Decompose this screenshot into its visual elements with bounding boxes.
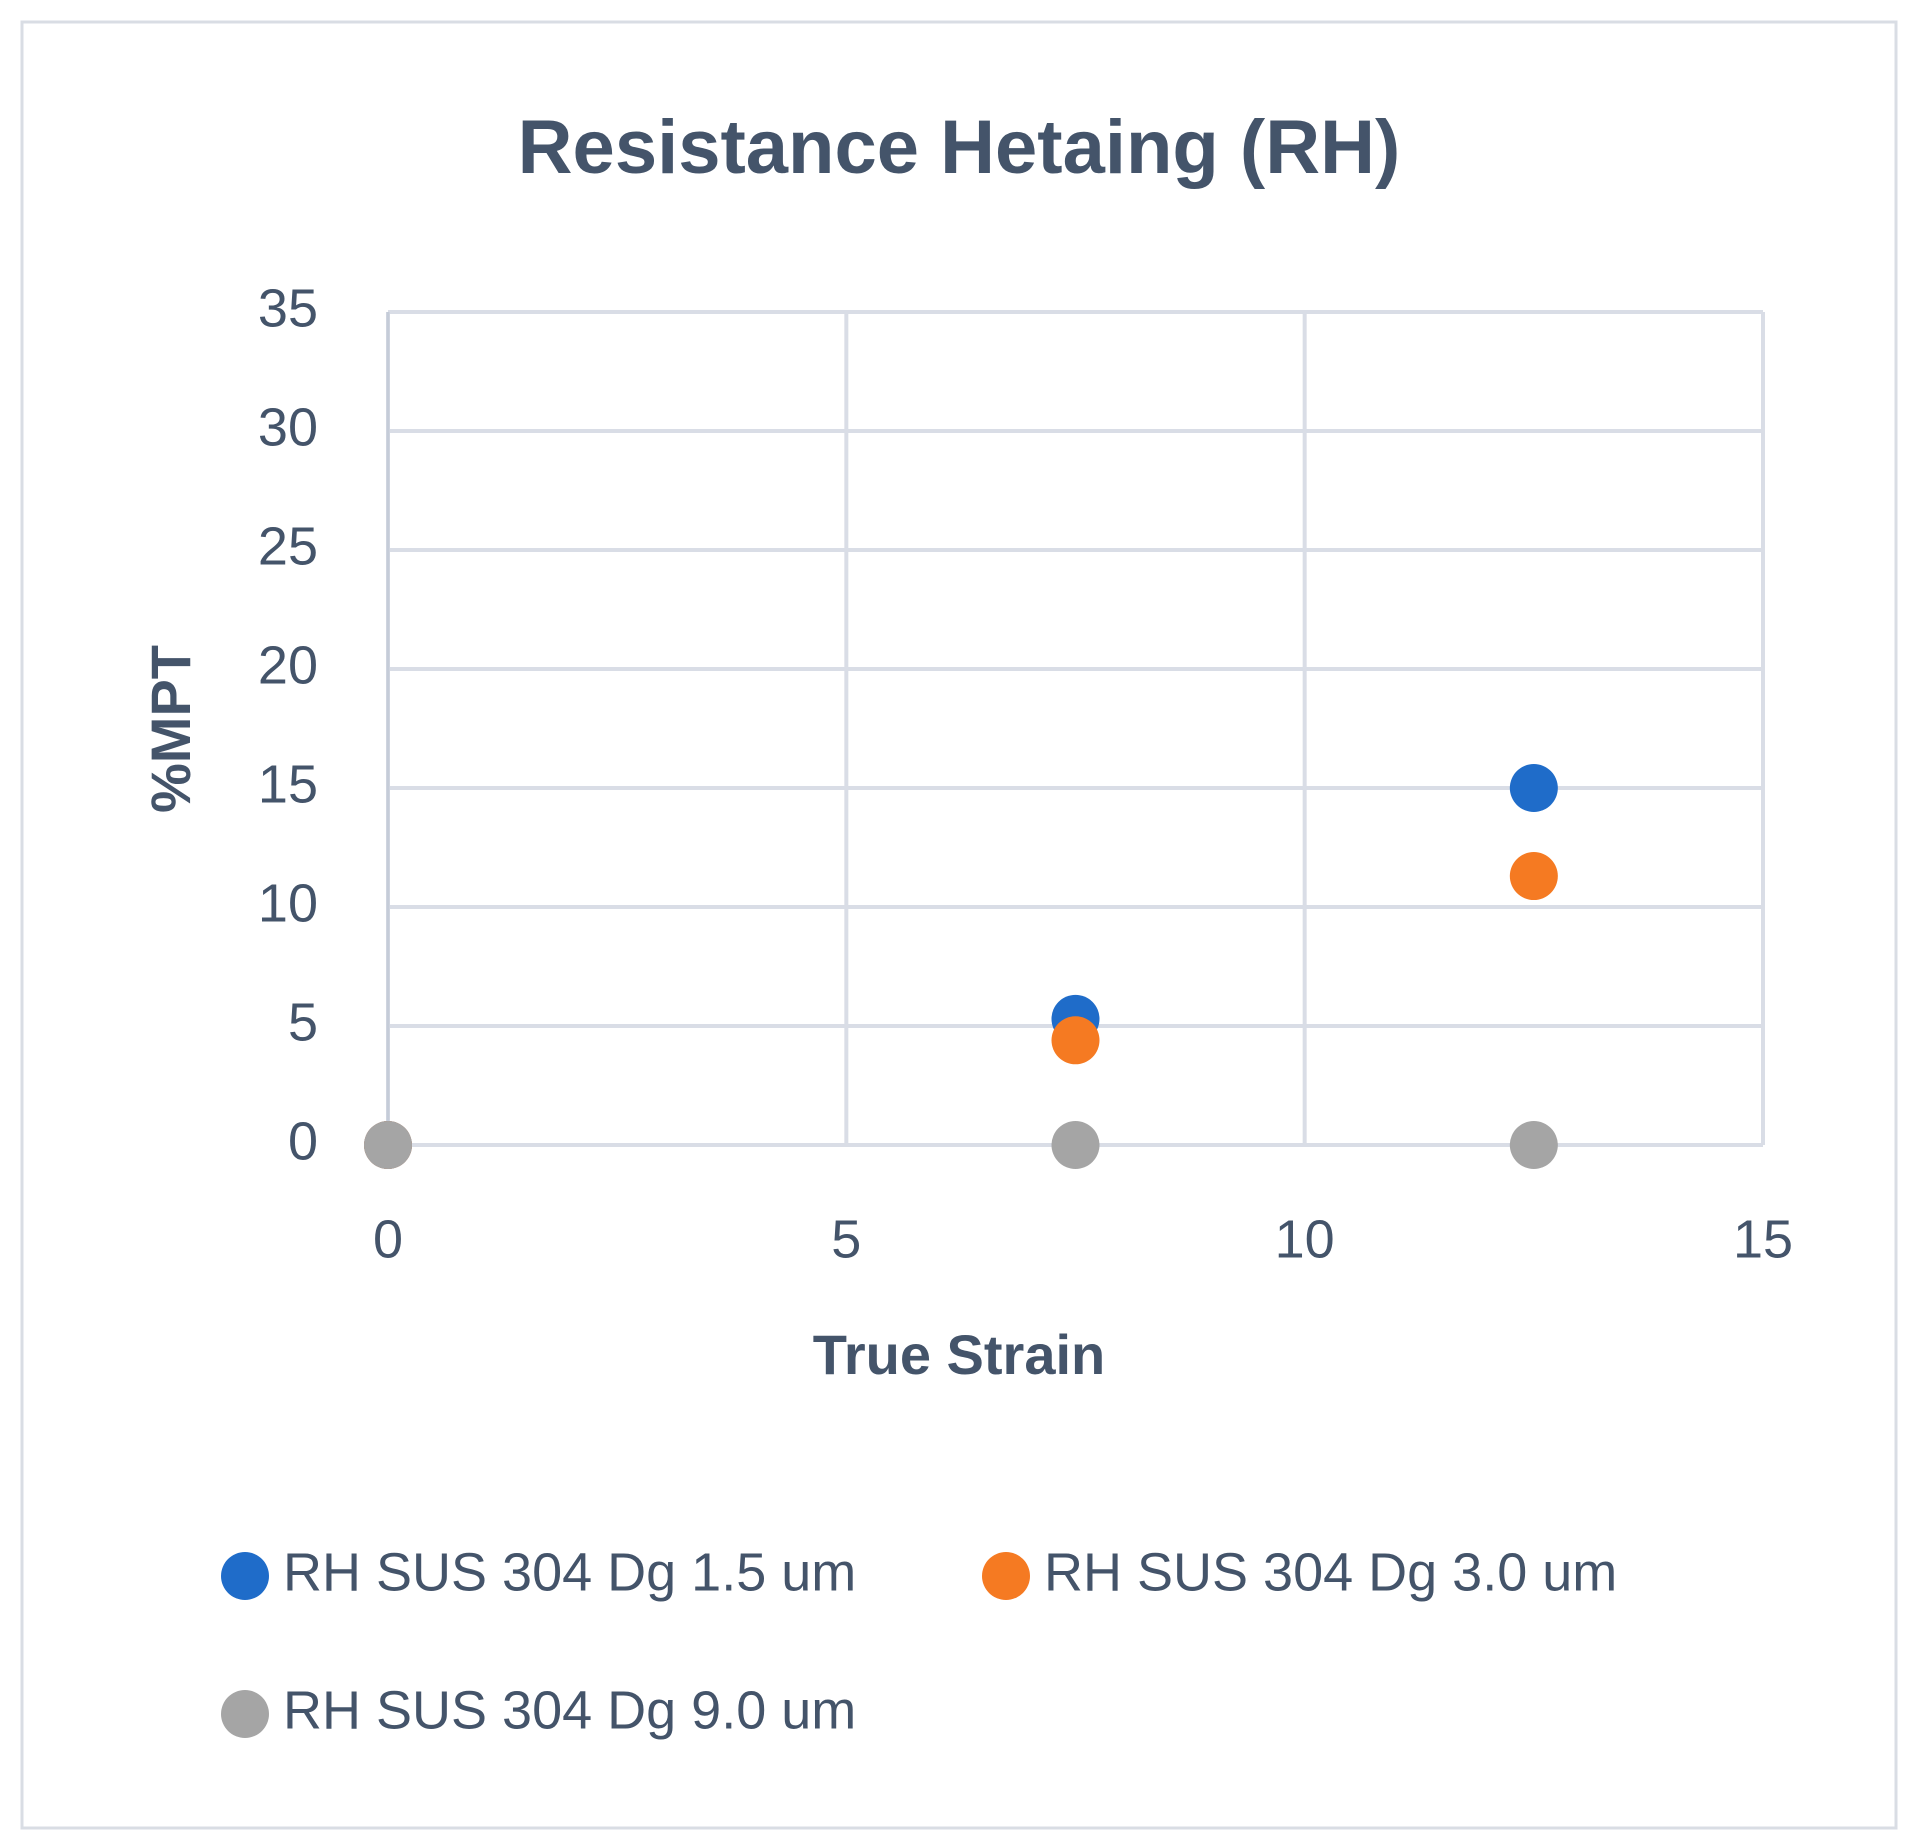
x-tick-label: 0	[373, 1209, 403, 1269]
legend-marker	[221, 1690, 269, 1738]
y-tick-label: 0	[288, 1111, 318, 1171]
y-tick-label: 15	[258, 754, 318, 814]
y-axis-title: %MPT	[139, 645, 202, 813]
data-point	[1509, 852, 1558, 901]
data-point	[1509, 764, 1558, 812]
data-point	[1051, 1121, 1100, 1169]
data-point	[1509, 1121, 1558, 1169]
chart-border	[20, 20, 1898, 1830]
chart-title: Resistance Hetaing (RH)	[518, 105, 1401, 190]
legend-label: RH SUS 304 Dg 3.0 um	[1044, 1542, 1617, 1602]
x-tick-label: 10	[1275, 1209, 1335, 1269]
y-tick-label: 10	[258, 873, 318, 933]
y-tick-label: 25	[258, 516, 318, 576]
x-tick-label: 5	[831, 1209, 861, 1269]
legend-label: RH SUS 304 Dg 1.5 um	[283, 1542, 856, 1602]
legend-marker	[221, 1552, 269, 1600]
data-point	[1051, 1016, 1100, 1065]
legend-marker	[982, 1552, 1030, 1600]
y-tick-label: 20	[258, 635, 318, 695]
y-tick-label: 5	[288, 992, 318, 1052]
x-axis-title: True Strain	[813, 1323, 1106, 1386]
y-tick-label: 35	[258, 278, 318, 338]
x-tick-label: 15	[1733, 1209, 1793, 1269]
y-tick-label: 30	[258, 397, 318, 457]
data-point	[364, 1121, 412, 1169]
legend-label: RH SUS 304 Dg 9.0 um	[283, 1680, 856, 1740]
